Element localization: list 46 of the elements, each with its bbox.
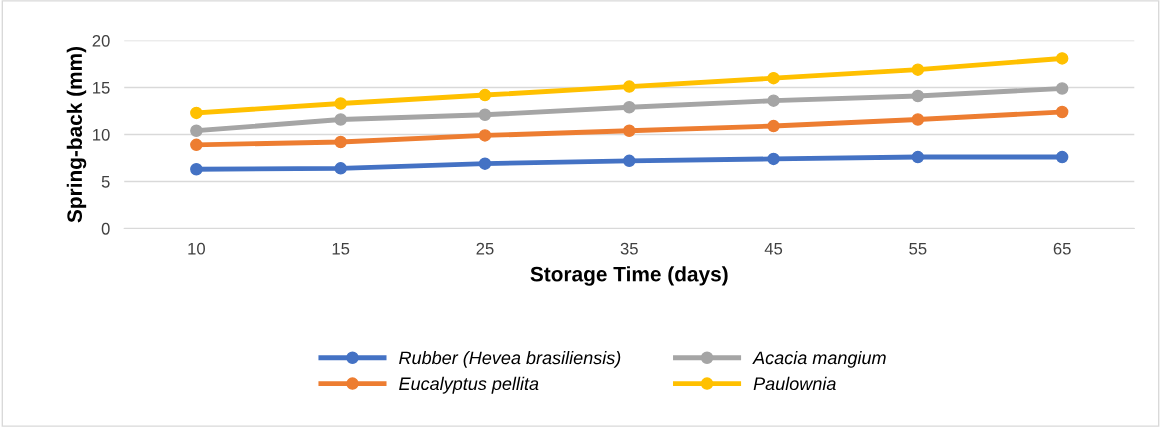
point [334,135,347,149]
point [911,89,925,103]
legend-label: Paulownia [753,376,836,391]
point [1055,150,1069,164]
x-tick-label: 15 [332,242,350,255]
point [478,129,492,142]
point [767,94,780,107]
x-tick-label: 35 [620,242,638,255]
point [334,162,347,175]
point [190,124,203,137]
point [334,97,347,110]
y-tick-label: 15 [93,82,110,94]
point [478,88,492,102]
y-tick-label: 10 [93,128,110,141]
point [334,113,347,126]
point [623,124,636,137]
point [767,119,780,133]
x-tick-label: 45 [764,242,783,255]
x-tick-label: 25 [476,242,494,255]
point [623,101,636,114]
point [190,106,203,120]
legend-label: Rubber (Hevea brasiliensis) [399,350,621,368]
y-tick-label: 5 [101,176,110,188]
legend-label: Eucalyptus pellita [399,376,539,394]
point [911,63,925,76]
y-tick-label: 0 [101,222,110,235]
point [623,80,636,93]
point [911,150,925,164]
x-tick-label: 55 [909,242,927,255]
x-axis-title: Storage Time (days) [530,266,728,286]
x-tick-label: 65 [1053,242,1071,255]
point [190,163,203,176]
y-axis-title: Spring-back (mm) [66,46,87,223]
point [1055,82,1069,95]
x-tick-label: 10 [188,242,205,255]
y-tick-label: 20 [92,34,110,47]
point [1055,52,1069,65]
point [190,138,203,152]
point [1055,105,1069,119]
point [478,157,492,170]
point [478,108,492,122]
point [767,152,780,166]
point [911,113,925,126]
legend-label: Acacia mangium [752,350,886,368]
point [623,154,636,168]
point [767,71,780,85]
